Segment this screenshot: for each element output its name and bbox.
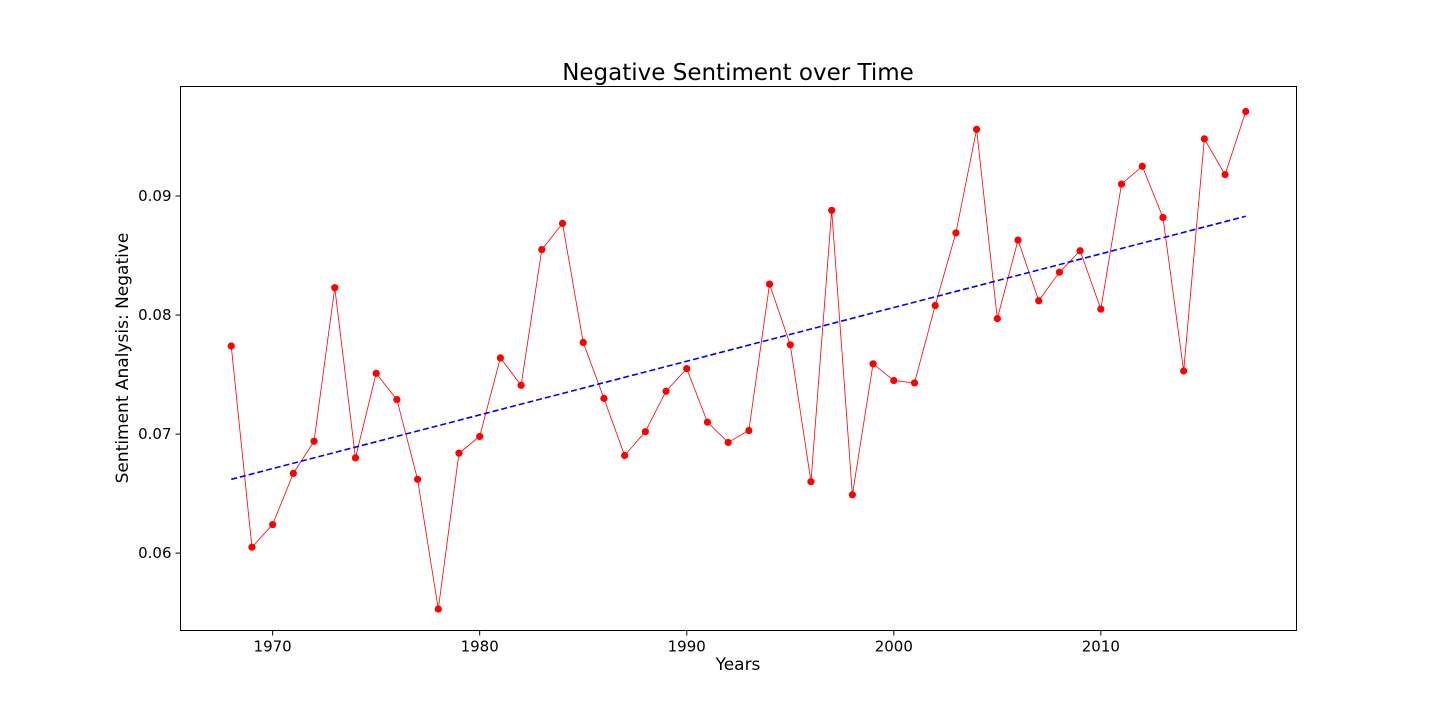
data-point <box>807 478 815 486</box>
data-point <box>703 418 712 426</box>
data-point <box>579 338 587 347</box>
plot-area-frame <box>180 86 1297 631</box>
data-point <box>910 379 919 387</box>
x-tick-label: 1990 <box>668 638 706 656</box>
data-point <box>1076 247 1084 255</box>
data-point <box>1159 213 1167 222</box>
data-point <box>662 387 670 395</box>
data-point <box>310 437 318 445</box>
y-tick-label: 0.06 <box>138 544 171 562</box>
data-point <box>1055 268 1064 276</box>
series-layer <box>227 107 1250 613</box>
data-point <box>600 394 608 402</box>
data-point <box>1242 107 1250 116</box>
data-point <box>1221 170 1229 179</box>
data-point <box>269 520 277 529</box>
x-tick-label: 2010 <box>1082 638 1120 656</box>
data-point <box>434 605 442 613</box>
chart-title: Negative Sentiment over Time <box>562 60 914 86</box>
data-point <box>393 395 401 404</box>
x-tick-label: 1970 <box>254 638 292 656</box>
data-point <box>1200 135 1208 143</box>
data-point <box>828 206 836 214</box>
data-point <box>455 449 463 457</box>
data-point <box>683 365 691 373</box>
data-point <box>869 360 877 368</box>
x-axis: 1970 1980 1990 2000 2010 <box>254 630 1120 656</box>
data-point <box>248 543 256 551</box>
data-point <box>413 475 422 483</box>
trend-line <box>231 215 1246 481</box>
data-point <box>621 451 629 460</box>
data-point <box>538 245 546 254</box>
data-point <box>952 229 960 237</box>
data-point <box>786 341 794 349</box>
data-point <box>476 432 484 441</box>
data-point <box>848 491 856 499</box>
x-tick-label: 1980 <box>461 638 499 656</box>
series-line <box>230 111 1247 610</box>
y-tick-label: 0.08 <box>138 306 171 324</box>
data-point <box>331 284 339 292</box>
data-point <box>1097 305 1105 313</box>
y-tick-label: 0.09 <box>138 187 171 205</box>
x-tick-label: 2000 <box>875 638 913 656</box>
data-point <box>993 315 1001 323</box>
data-point <box>765 280 774 288</box>
data-point <box>931 301 939 310</box>
data-point <box>227 342 235 350</box>
data-point <box>973 125 981 133</box>
y-tick-label: 0.07 <box>138 425 171 443</box>
x-axis-label: Years <box>715 655 761 675</box>
data-point <box>1117 180 1126 188</box>
data-point <box>724 438 732 447</box>
data-point <box>517 381 525 389</box>
data-point <box>641 428 649 436</box>
data-point <box>496 354 504 362</box>
data-point <box>558 219 567 227</box>
data-point <box>1180 367 1188 375</box>
data-point <box>351 454 360 462</box>
data-point <box>890 376 898 385</box>
data-point <box>1138 162 1146 170</box>
data-point <box>372 369 380 377</box>
data-point <box>1035 297 1043 305</box>
data-point <box>745 426 753 435</box>
y-axis: 0.06 0.07 0.08 0.09 <box>138 187 181 562</box>
y-axis-label: Sentiment Analysis: Negative <box>113 233 133 484</box>
data-point <box>289 469 297 477</box>
data-point <box>1014 236 1022 244</box>
